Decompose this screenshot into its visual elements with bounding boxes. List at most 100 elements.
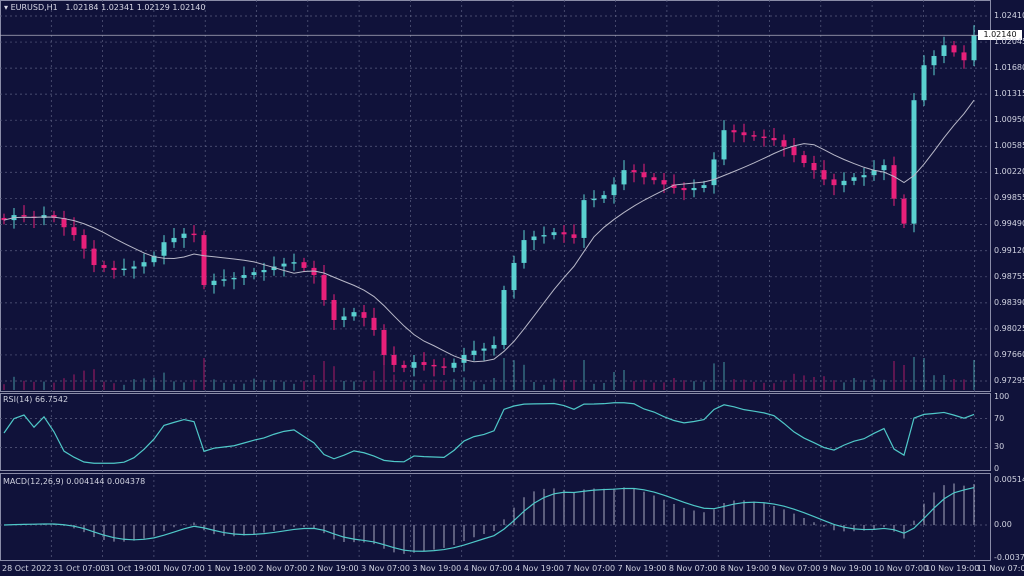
volume-bar: [953, 379, 955, 390]
candle-body: [451, 362, 457, 368]
candle-body: [861, 175, 867, 178]
candle-body: [281, 263, 287, 267]
price-tick: 1.02410: [994, 11, 1024, 20]
candle-body: [111, 267, 117, 271]
volume-bar: [843, 382, 845, 390]
candle-body: [81, 235, 87, 249]
candle-body: [691, 187, 697, 191]
candle-body: [891, 165, 897, 199]
candle-body: [671, 184, 677, 188]
volume-bar: [263, 380, 265, 390]
volume-bar: [213, 379, 215, 390]
candle-body: [361, 312, 367, 318]
volume-bar: [243, 383, 245, 390]
candle-body: [871, 170, 877, 176]
candle-body: [231, 277, 237, 280]
time-tick: 31 Oct 19:00: [104, 564, 157, 573]
volume-bar: [53, 382, 55, 390]
candle-body: [621, 170, 627, 185]
time-tick: 7 Nov 19:00: [617, 564, 667, 573]
candle-body: [741, 132, 747, 136]
candle-body: [641, 172, 647, 178]
volume-bar: [73, 374, 75, 390]
volume-bar: [633, 381, 635, 390]
volume-bar: [163, 372, 165, 390]
volume-bar: [153, 377, 155, 390]
volume-bar: [233, 383, 235, 390]
volume-bar: [623, 370, 625, 390]
rsi-line: [3, 402, 975, 464]
candle-body: [481, 348, 487, 351]
candle-body: [921, 65, 927, 101]
volume-bar: [743, 379, 745, 390]
time-tick: 1 Nov 07:00: [155, 564, 205, 573]
candle-body: [661, 180, 667, 185]
candle-body: [61, 217, 67, 228]
candle-body: [371, 317, 377, 330]
candle-body: [121, 268, 127, 271]
candle-body: [521, 240, 527, 263]
rsi-tick: 100: [994, 392, 1010, 401]
volume-bar: [133, 379, 135, 390]
price-tick: 0.99120: [994, 245, 1024, 255]
volume-bar: [193, 379, 195, 390]
candle-body: [551, 232, 557, 236]
candle-body: [681, 187, 687, 191]
time-tick: 3 Nov 19:00: [412, 564, 462, 573]
candle-body: [811, 163, 817, 171]
volume-bar: [803, 375, 805, 390]
price-tick: 0.99855: [994, 193, 1024, 203]
volume-bar: [433, 379, 435, 390]
time-tick: 3 Nov 07:00: [361, 564, 410, 573]
volume-bar: [643, 379, 645, 390]
macd-tick: 0.00: [994, 520, 1012, 529]
volume-bar: [493, 378, 495, 390]
candle-body: [191, 233, 197, 236]
time-tick: 10 Nov 07:00: [874, 564, 929, 573]
volume-bar: [373, 370, 375, 390]
volume-bar: [883, 379, 885, 390]
candle-body: [821, 170, 827, 180]
time-tick: 4 Nov 07:00: [463, 564, 513, 573]
volume-bar: [533, 382, 535, 390]
volume-bar: [473, 381, 475, 390]
volume-bar: [403, 381, 405, 390]
candle-body: [71, 227, 77, 236]
candle-body: [391, 354, 397, 365]
volume-bar: [933, 375, 935, 390]
volume-bar: [293, 383, 295, 390]
volume-bar: [773, 383, 775, 390]
close-value: 1.02140: [172, 3, 206, 12]
volume-bar: [443, 380, 445, 390]
candle-body: [51, 215, 57, 218]
candle-body: [941, 45, 947, 56]
candle-body: [101, 265, 107, 268]
volume-bar: [693, 381, 695, 390]
volume-bar: [593, 383, 595, 390]
candle-body: [341, 316, 347, 320]
candle-body: [241, 275, 247, 278]
candle-body: [331, 300, 337, 320]
volume-bar: [923, 358, 925, 390]
candle-body: [131, 266, 137, 269]
volume-bar: [3, 384, 5, 390]
volume-bar: [513, 360, 515, 390]
candle-body: [161, 242, 167, 256]
price-tick: 0.98390: [994, 297, 1024, 307]
macd-panel-frame: [0, 473, 991, 561]
macd-signal-line: [3, 486, 975, 552]
candle-body: [291, 262, 297, 264]
time-tick: 10 Nov 19:00: [925, 564, 980, 573]
candle-body: [911, 100, 917, 224]
volume-bar: [583, 360, 585, 390]
candle-body: [21, 215, 27, 217]
candle-body: [471, 350, 477, 355]
volume-bar: [93, 369, 95, 390]
candle-body: [791, 146, 797, 156]
volume-bar: [833, 380, 835, 390]
candle-body: [831, 179, 837, 186]
price-tick: 0.97295: [994, 376, 1024, 385]
volume-bar: [523, 364, 525, 390]
time-tick: 8 Nov 07:00: [668, 564, 718, 573]
